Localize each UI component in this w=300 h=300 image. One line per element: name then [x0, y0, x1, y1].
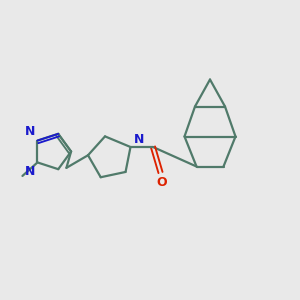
Text: N: N	[25, 125, 35, 138]
Text: N: N	[25, 165, 35, 178]
Text: N: N	[134, 133, 144, 146]
Text: O: O	[157, 176, 167, 189]
